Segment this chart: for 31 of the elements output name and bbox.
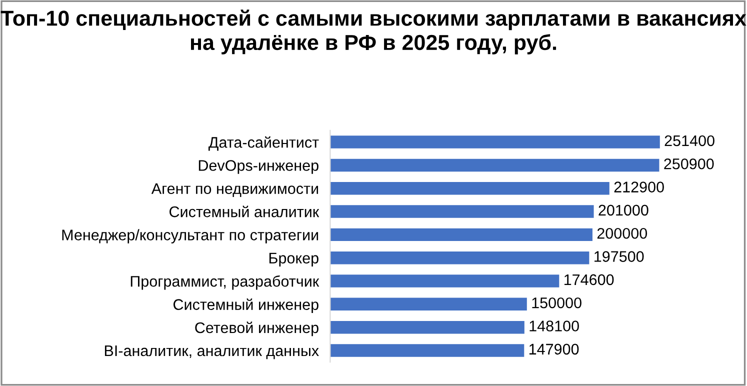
data-label: 201000 [598, 204, 648, 216]
y-tick-label: Брокер [269, 252, 318, 267]
y-tick-label: Агент по недвижимости [151, 183, 318, 197]
data-label: 250900 [664, 158, 714, 170]
y-tick-label: DevOps-инженер [198, 160, 318, 174]
data-label: 197500 [594, 251, 644, 262]
y-tick-label: Программист, разработчик [130, 275, 320, 290]
bar [330, 158, 660, 172]
data-label: 150000 [532, 297, 582, 308]
data-label: 147900 [529, 344, 579, 355]
bar [330, 344, 524, 357]
data-label: 200000 [597, 228, 648, 239]
y-tick-label: Сетевой инженер [195, 322, 318, 336]
bar [330, 320, 524, 334]
data-label: 174600 [564, 274, 614, 286]
data-label: 148100 [530, 320, 579, 332]
bar [330, 298, 527, 311]
y-tick-label: Системный аналитик [170, 206, 320, 218]
bar [330, 251, 590, 264]
bar [330, 182, 610, 195]
chart-title: Топ-10 специальностей с самыми высокими зарплатами в вакансиях на удалёнке в РФ в 2025 году, руб. [0, 10, 746, 54]
bar [330, 274, 560, 288]
y-tick-label: Менеджер/консультант по стратегии [62, 229, 318, 244]
y-tick-label: Системный инженер [174, 298, 318, 314]
y-tick-label: Дата-сайентист [208, 136, 319, 151]
y-tick-label: BI-аналитик, аналитик данных [104, 346, 319, 360]
bar [330, 205, 594, 218]
data-label: 251400 [664, 135, 714, 146]
data-label: 212900 [614, 182, 664, 192]
bar [330, 136, 660, 148]
bar [330, 228, 592, 242]
